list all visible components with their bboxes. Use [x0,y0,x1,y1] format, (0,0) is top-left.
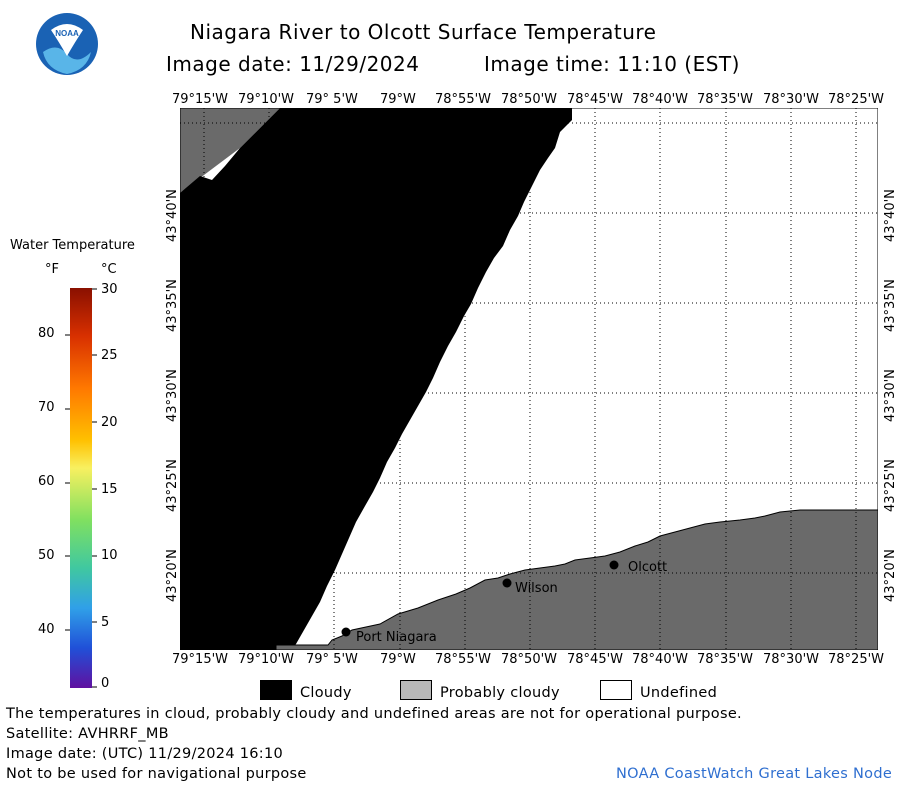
lat-label-right: 43°25'N [883,459,898,512]
water-temp-title: Water Temperature [10,238,135,253]
lat-label-right: 43°30'N [883,369,898,422]
f-tick: 40 [38,622,55,637]
lon-label-top: 78°50'W [501,92,558,107]
colorbar-ticks [65,288,97,688]
lon-label-bottom: 78°40'W [632,652,689,667]
lon-label-top: 78°55'W [435,92,492,107]
lon-label-bottom: 78°50'W [501,652,558,667]
lon-label-top: 79°15'W [172,92,229,107]
f-tick: 60 [38,474,55,489]
c-tick: 0 [101,676,110,691]
c-tick: 30 [101,282,118,297]
c-tick: 20 [101,415,118,430]
map-area [180,108,878,650]
undefined-label: Undefined [640,685,718,701]
lon-label-bottom: 78°45'W [567,652,624,667]
image-time: Image time: 11:10 (EST) [484,52,740,76]
lat-label-right: 43°20'N [883,549,898,602]
lon-label-top: 79° 5'W [306,92,358,107]
unit-celsius: °C [101,262,117,277]
cloudy-swatch [260,680,292,700]
unit-fahrenheit: °F [45,262,59,277]
cloud-band [180,108,572,650]
temperature-colorbar [70,288,92,688]
lon-label-top: 79°W [380,92,416,107]
cloudy-label: Cloudy [300,685,352,701]
lon-label-bottom: 78°25'W [828,652,885,667]
lon-label-bottom: 79°15'W [172,652,229,667]
lat-label-left: 43°30'N [165,369,180,422]
graticule [180,108,878,650]
c-tick: 5 [101,615,110,630]
lat-label-right: 43°40'N [883,189,898,242]
c-tick: 10 [101,548,118,563]
c-tick: 15 [101,482,118,497]
lon-label-bottom: 78°30'W [763,652,820,667]
olcott-marker [609,560,619,570]
image-date: Image date: 11/29/2024 [166,52,420,76]
undefined-swatch [600,680,632,700]
lon-label-top: 78°45'W [567,92,624,107]
place-label-olcott: Olcott [628,560,668,575]
utc-date: Image date: (UTC) 11/29/2024 16:10 [6,746,284,762]
probably-cloudy-label: Probably cloudy [440,685,560,701]
lon-label-top: 78°35'W [697,92,754,107]
lon-label-bottom: 78°55'W [435,652,492,667]
disclaimer-note: The temperatures in cloud, probably clou… [6,706,742,722]
place-label-wilson: Wilson [515,581,558,596]
satellite-info: Satellite: AVHRRF_MB [6,726,169,742]
credit-link[interactable]: NOAA CoastWatch Great Lakes Node [616,766,893,782]
f-tick: 80 [38,326,55,341]
lon-label-bottom: 79° 5'W [306,652,358,667]
c-tick: 25 [101,348,118,363]
probably-cloudy-swatch [400,680,432,700]
noaa-logo: NOAA [36,13,98,75]
lon-label-top: 78°40'W [632,92,689,107]
land-region-new-york [275,509,878,650]
lat-label-left: 43°25'N [165,459,180,512]
lat-label-left: 43°35'N [165,279,180,332]
lon-label-bottom: 79°W [380,652,416,667]
place-label-port-niagara: Port Niagara [356,630,437,645]
f-tick: 50 [38,548,55,563]
navigation-warning: Not to be used for navigational purpose [6,766,307,782]
lon-label-bottom: 78°35'W [697,652,754,667]
lat-label-left: 43°40'N [165,189,180,242]
f-tick: 70 [38,400,55,415]
land-region-ontario [180,108,280,193]
page-title: Niagara River to Olcott Surface Temperat… [190,20,657,44]
lat-label-left: 43°20'N [165,549,180,602]
svg-text:NOAA: NOAA [55,29,79,38]
lon-label-bottom: 79°10'W [238,652,295,667]
wilson-marker [502,578,512,588]
lat-label-right: 43°35'N [883,279,898,332]
port-niagara-marker [341,627,351,637]
lon-label-top: 78°30'W [763,92,820,107]
lon-label-top: 79°10'W [238,92,295,107]
lon-label-top: 78°25'W [828,92,885,107]
